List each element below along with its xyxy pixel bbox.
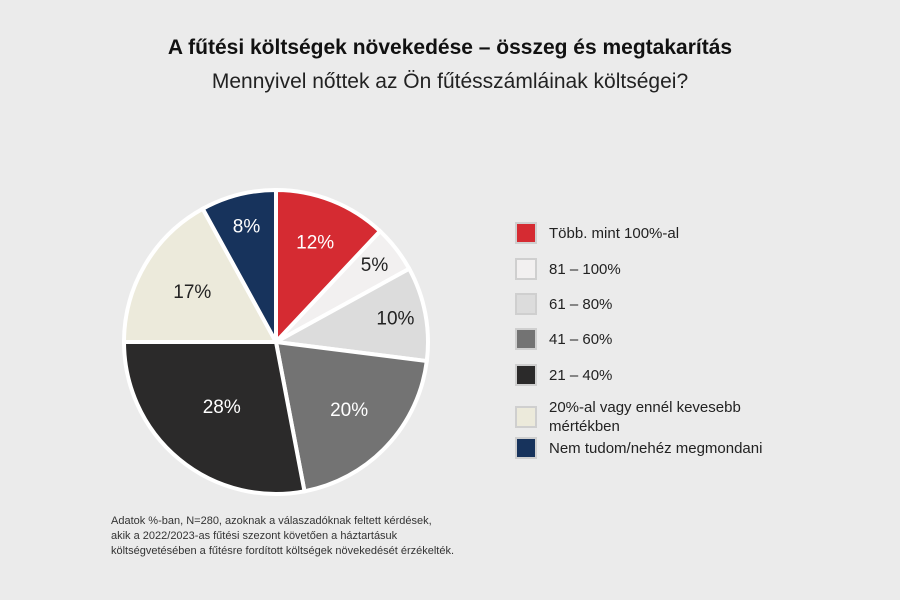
legend-label: 41 – 60% (549, 330, 613, 348)
legend-item-81-100: 81 – 100% (515, 258, 799, 280)
legend-item-over-100: Több. mint 100%-al (515, 222, 799, 244)
pie-chart: 12% 5% 10% 20% 28% 17% 8% (121, 187, 430, 496)
footnote-line: akik a 2022/2023-as fűtési szezont követ… (111, 530, 398, 542)
footnote-line: Adatok %-ban, N=280, azoknak a válaszadó… (111, 515, 432, 527)
pie-slice-20-or-less (121, 206, 280, 344)
footnote: Adatok %-ban, N=280, azoknak a válaszadó… (111, 514, 631, 559)
legend-label: Nem tudom/nehéz megmondani (549, 439, 763, 457)
legend-item-61-80: 61 – 80% (515, 293, 799, 315)
legend-swatch (515, 364, 537, 386)
pie-label-81-100: 5% (361, 255, 389, 276)
pie-label-20-or-less: 17% (173, 282, 211, 303)
legend-swatch (515, 406, 537, 428)
pie-slice-21-40 (121, 340, 307, 496)
legend-label: 81 – 100% (549, 260, 621, 278)
legend-item-dont-know: Nem tudom/nehéz megmondani (515, 437, 799, 459)
chart-subtitle: Mennyivel nőttek az Ön fűtésszámláinak k… (211, 70, 689, 93)
legend-label: 20%-al vagy ennél kevesebb mértékben (549, 399, 741, 435)
pie-slice-dont-know (200, 187, 278, 343)
pie-label-dont-know: 8% (233, 217, 261, 238)
pie-label-61-80: 10% (376, 309, 414, 330)
pie-slice-61-80 (269, 266, 430, 364)
legend-label: 61 – 80% (549, 295, 613, 313)
pie-label-21-40: 28% (203, 397, 241, 418)
legend-swatch (515, 222, 537, 244)
legend-swatch (515, 258, 537, 280)
legend-label: 21 – 40% (549, 366, 613, 384)
legend-swatch (515, 328, 537, 350)
legend-item-20-or-less: 20%-al vagy ennél kevesebb mértékben (515, 398, 799, 436)
pie-slice-over-100 (274, 187, 383, 348)
legend-item-21-40: 21 – 40% (515, 364, 799, 386)
pie-slice-41-60 (273, 339, 430, 494)
legend-item-41-60: 41 – 60% (515, 328, 799, 350)
legend-label: Több. mint 100%-al (549, 224, 680, 242)
legend-swatch (515, 293, 537, 315)
pie-label-over-100: 12% (296, 233, 334, 254)
pie-label-41-60: 20% (330, 400, 368, 421)
footnote-line: költségvetésében a fűtésre fordított köl… (111, 545, 455, 557)
legend-swatch (515, 437, 537, 459)
chart-title: A fűtési költségek növekedése – összeg é… (167, 36, 733, 59)
